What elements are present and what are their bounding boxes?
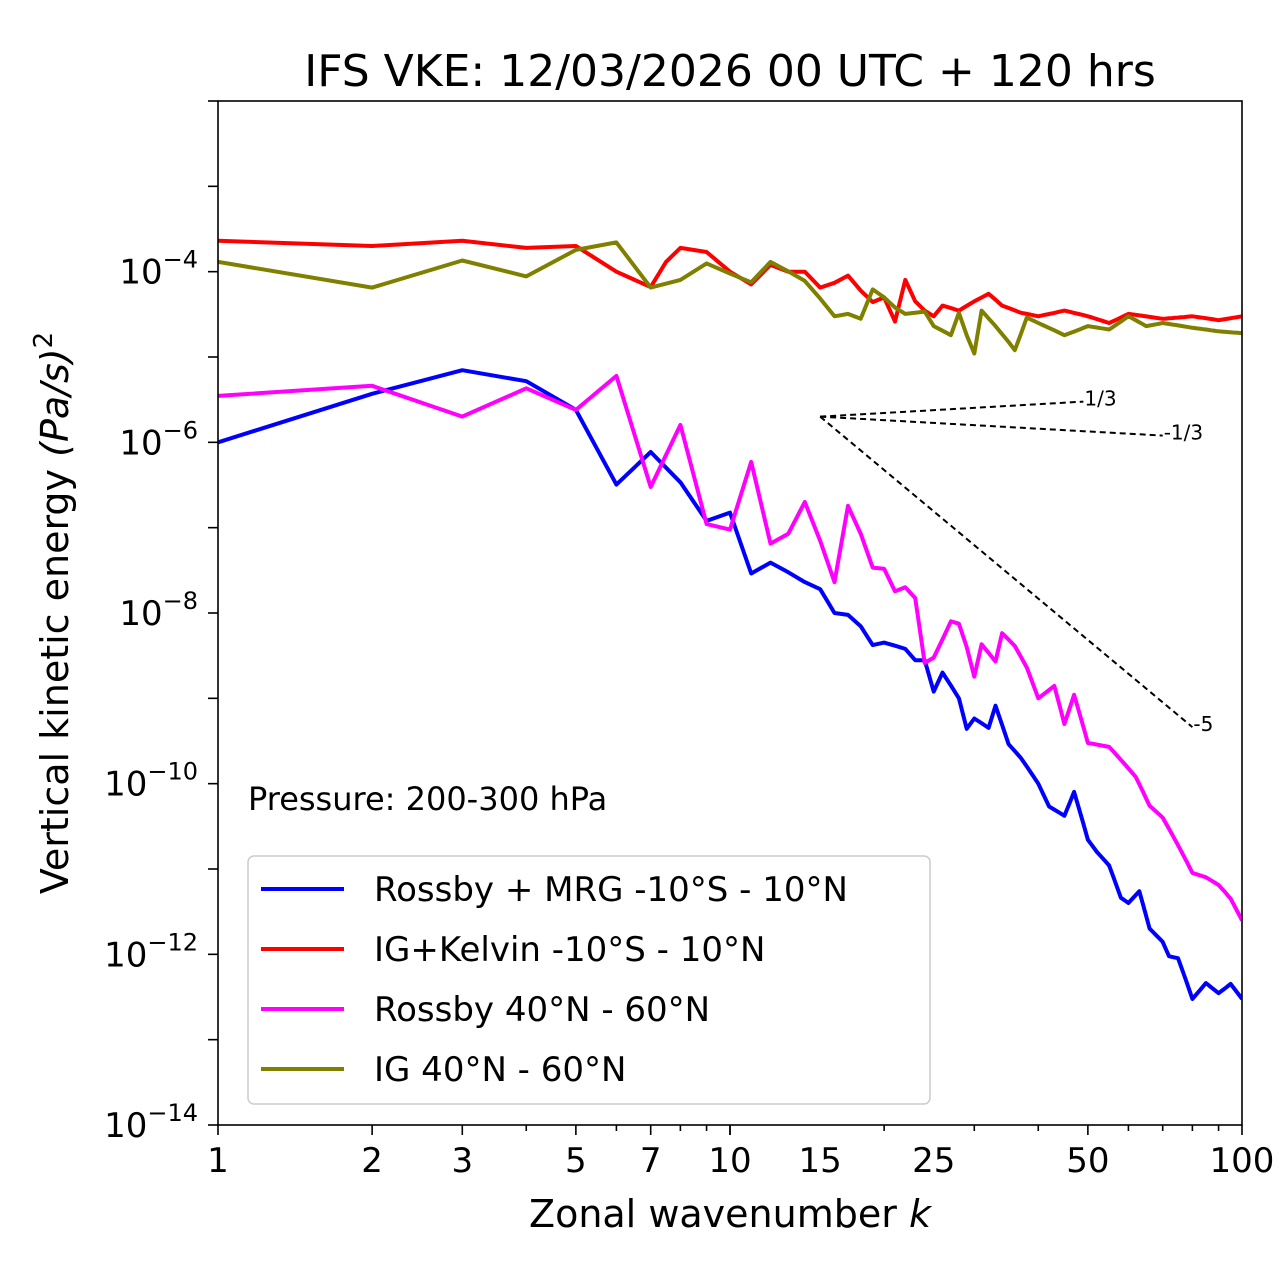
- y-tick-label: 10−10: [104, 758, 198, 805]
- legend-box: [247, 855, 931, 1105]
- legend-label-2: IG+Kelvin -10°S - 10°N: [374, 930, 765, 970]
- series-line-1: [218, 368, 1242, 1001]
- x-tick-label: 2: [361, 1141, 383, 1181]
- x-axis: 1 2 3 5 7 10 15 25 50 100: [207, 1125, 1274, 1181]
- series-layer: [218, 238, 1242, 1001]
- x-tick-label: 5: [565, 1141, 587, 1181]
- x-tick-label: 3: [451, 1141, 473, 1181]
- legend-label-3: Rossby 40°N - 60°N: [374, 990, 710, 1030]
- reference-slope-label-2: -1/3: [1164, 421, 1203, 445]
- reference-slope-line-3: [819, 415, 1194, 728]
- chart-title: IFS VKE: 12/03/2026 00 UTC + 120 hrs: [304, 46, 1156, 97]
- x-axis-label: Zonal wavenumber k: [529, 1192, 933, 1236]
- reference-slope-label-1: 1/3: [1084, 387, 1116, 411]
- series-line-4: [218, 240, 1242, 356]
- legend-entries: Rossby + MRG -10°S - 10°N IG+Kelvin -10°S…: [261, 870, 848, 1090]
- y-tick-label: 10−12: [104, 928, 198, 975]
- reference-slopes: 1/3 -1/3 -5: [819, 387, 1213, 736]
- x-tick-label: 10: [708, 1141, 751, 1181]
- series-line-3: [218, 373, 1242, 922]
- x-tick-label: 50: [1066, 1141, 1109, 1181]
- y-tick-label: 10−14: [104, 1099, 198, 1146]
- legend-label-4: IG 40°N - 60°N: [374, 1050, 626, 1090]
- plot-area: 1/3 -1/3 -5: [217, 100, 1243, 1126]
- x-tick-label: 100: [1210, 1141, 1275, 1181]
- reference-slope-line-1: [820, 400, 1084, 418]
- series-line-2: [218, 238, 1242, 325]
- legend: Rossby + MRG -10°S - 10°N IG+Kelvin -10°S…: [247, 855, 931, 1105]
- y-tick-label: 10−8: [119, 587, 198, 634]
- x-tick-label: 25: [912, 1141, 955, 1181]
- legend-label-1: Rossby + MRG -10°S - 10°N: [374, 870, 848, 910]
- x-tick-label: 15: [799, 1141, 842, 1181]
- x-tick-label: 7: [640, 1141, 662, 1181]
- x-tick-label: 1: [207, 1141, 229, 1181]
- y-axis: 10−4 10−6 10−8 10−10 10−12 10−14: [104, 100, 218, 1146]
- y-axis-label: Vertical kinetic energy (Pa/s)2: [29, 332, 77, 894]
- y-tick-label: 10−4: [119, 246, 198, 293]
- y-tick-label: 10−6: [119, 416, 198, 463]
- reference-slope-line-2: [820, 415, 1163, 437]
- reference-slope-label-3: -5: [1193, 712, 1213, 736]
- pressure-annotation: Pressure: 200-300 hPa: [248, 780, 607, 818]
